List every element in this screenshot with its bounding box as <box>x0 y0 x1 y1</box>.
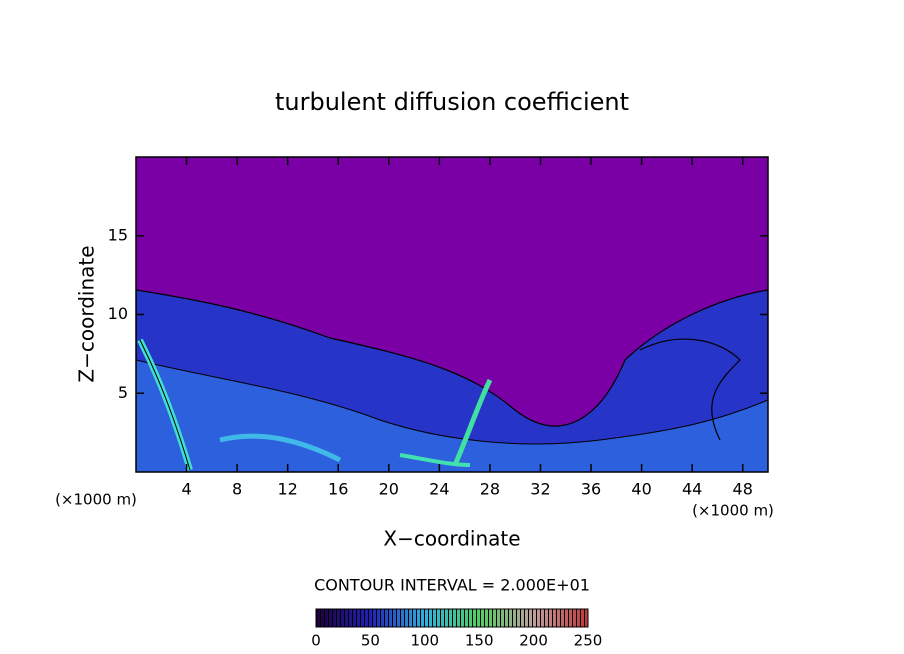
y-tick-label: 5 <box>118 383 128 402</box>
colorbar-lines <box>315 608 589 628</box>
x-tick-label: 16 <box>328 480 348 499</box>
x-tick-label: 4 <box>181 480 191 499</box>
x-tick-label: 24 <box>429 480 449 499</box>
colorbar-tick-label: 0 <box>311 632 321 650</box>
contour-interval: CONTOUR INTERVAL = 2.000E+01 <box>314 576 590 595</box>
x-tick-label: 12 <box>278 480 298 499</box>
y-tick-label: 10 <box>108 304 128 323</box>
x-axis-label: X−coordinate <box>383 527 520 551</box>
y-tick-label: 15 <box>108 225 128 244</box>
x-tick-label: 40 <box>631 480 651 499</box>
y-unit: (×1000 m) <box>55 491 137 509</box>
x-tick-label: 48 <box>733 480 753 499</box>
chart-title: turbulent diffusion coefficient <box>275 88 629 116</box>
x-unit: (×1000 m) <box>692 502 774 520</box>
x-tick-label: 8 <box>232 480 242 499</box>
colorbar-tick-label: 50 <box>361 632 380 650</box>
x-tick-label: 36 <box>581 480 601 499</box>
field <box>136 157 768 472</box>
colorbar-tick-label: 200 <box>519 632 548 650</box>
x-tick-label: 32 <box>530 480 550 499</box>
colorbar-tick-label: 250 <box>574 632 603 650</box>
y-axis-label: Z−coordinate <box>75 245 99 382</box>
colorbar-tick-label: 150 <box>465 632 494 650</box>
x-tick-label: 44 <box>682 480 702 499</box>
x-tick-label: 20 <box>379 480 399 499</box>
x-tick-label: 28 <box>480 480 500 499</box>
colorbar-tick-label: 100 <box>410 632 439 650</box>
